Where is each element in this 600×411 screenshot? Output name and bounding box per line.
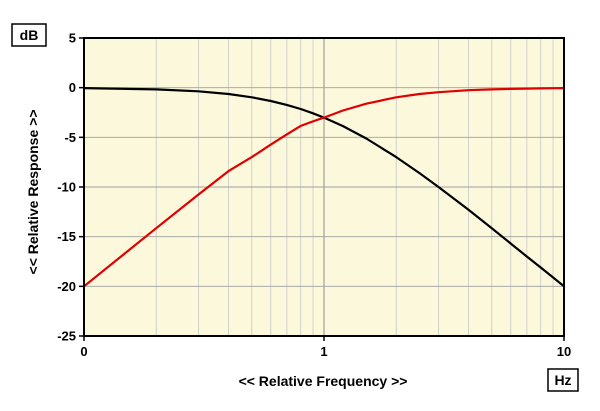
series-layer xyxy=(82,87,566,288)
y-tick-label: -20 xyxy=(57,279,76,294)
y-tick-label: 0 xyxy=(69,80,76,95)
y-tick-label: -10 xyxy=(57,180,76,195)
tick-layer: 5 0 -5 -10 -15 -20 -25 0 1 10 xyxy=(57,31,571,360)
y-axis-title: << Relative Response >> xyxy=(25,110,41,275)
x-tick-label: 10 xyxy=(557,344,571,359)
x-tick-label: 1 xyxy=(320,344,327,359)
series-line-0 xyxy=(82,87,566,288)
y-unit-label: dB xyxy=(20,27,39,43)
x-tick-label: 0 xyxy=(80,344,87,359)
y-unit-box: dB xyxy=(11,23,47,47)
series-line-1 xyxy=(82,87,566,288)
x-unit-box: Hz xyxy=(547,368,579,392)
x-unit-label: Hz xyxy=(554,372,571,388)
y-tick-label: -15 xyxy=(57,229,76,244)
y-tick-label: -25 xyxy=(57,329,76,344)
grid-layer xyxy=(84,38,564,336)
x-axis-title: << Relative Frequency >> xyxy=(239,373,408,389)
y-tick-label: 5 xyxy=(69,31,76,46)
y-tick-label: -5 xyxy=(64,130,76,145)
